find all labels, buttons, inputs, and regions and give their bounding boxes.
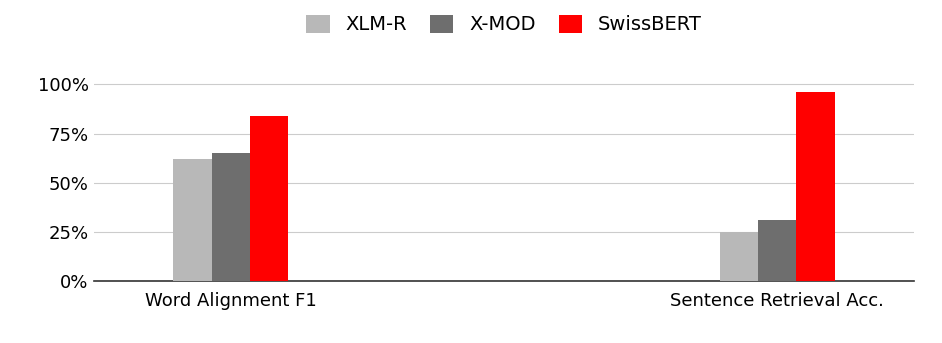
- Bar: [212, 153, 250, 281]
- Bar: [250, 116, 288, 281]
- Legend: XLM-R, X-MOD, SwissBERT: XLM-R, X-MOD, SwissBERT: [306, 14, 702, 34]
- Bar: [720, 232, 758, 281]
- Bar: [758, 220, 796, 281]
- Bar: [796, 92, 835, 281]
- Bar: [173, 159, 212, 281]
